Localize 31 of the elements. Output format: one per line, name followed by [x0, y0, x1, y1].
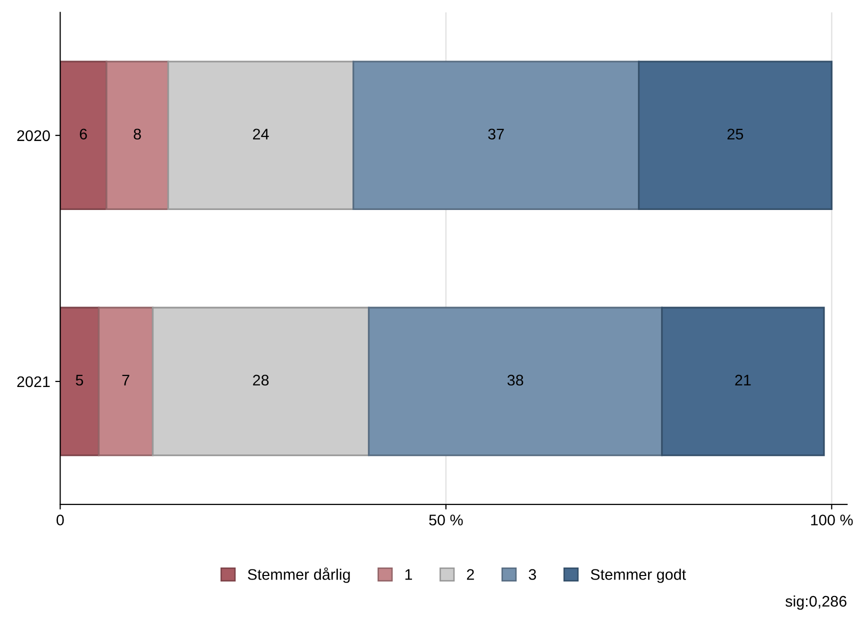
bar: [638, 60, 833, 210]
bar: [368, 306, 663, 456]
bar: [60, 306, 100, 456]
y-tick-label: 2020: [17, 130, 50, 142]
x-tick-label: 0: [56, 514, 64, 526]
bar: [152, 306, 370, 456]
data-label: 37: [488, 128, 504, 140]
bar: [106, 60, 170, 210]
data-label: 38: [507, 374, 524, 386]
x-tick-label: 50 %: [429, 514, 463, 526]
data-label: 8: [134, 128, 141, 140]
bar: [60, 60, 108, 210]
data-label: 6: [80, 128, 87, 140]
data-label: 5: [76, 374, 84, 386]
bar: [661, 306, 825, 456]
data-label: 24: [253, 128, 269, 140]
bar: [98, 306, 154, 456]
bar: [167, 60, 354, 210]
legend-label: 1: [405, 569, 412, 580]
legend-label: 2: [466, 569, 474, 580]
data-label: 7: [122, 374, 130, 386]
legend-label: 3: [528, 569, 536, 580]
legend-label: Stemmer dårlig: [248, 567, 350, 583]
y-tick-label: 2021: [17, 376, 50, 388]
x-tick-label: 100 %: [811, 514, 853, 526]
data-label: 25: [728, 128, 744, 140]
legend-label: Stemmer godt: [590, 568, 686, 583]
bar: [352, 60, 640, 210]
text: sig:0,286: [786, 595, 846, 610]
data-label: 28: [253, 374, 269, 386]
data-label: 21: [735, 374, 751, 386]
